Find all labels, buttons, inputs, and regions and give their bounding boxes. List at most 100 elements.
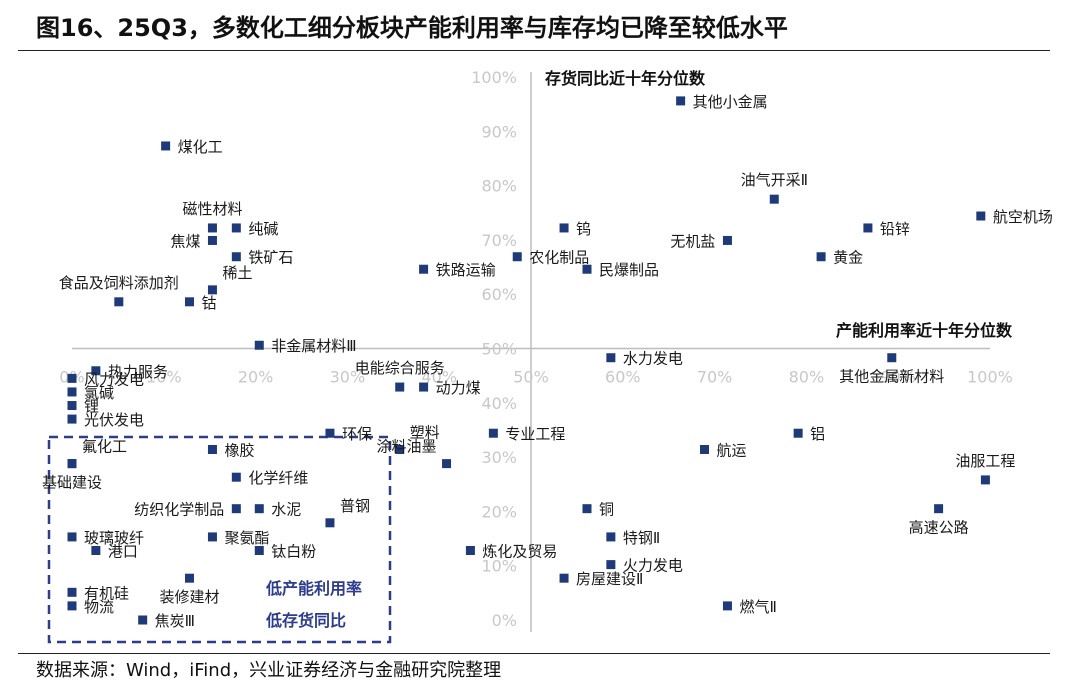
data-point bbox=[700, 444, 710, 454]
y-tick-label: 60% bbox=[481, 285, 517, 304]
data-point-label: 焦炭Ⅲ bbox=[155, 612, 195, 630]
data-point bbox=[67, 601, 77, 611]
data-point-label: 燃气Ⅱ bbox=[739, 598, 776, 616]
data-point-label: 铁矿石 bbox=[248, 249, 293, 267]
data-point-label: 普钢 bbox=[340, 497, 370, 515]
x-tick-label: 50% bbox=[513, 368, 549, 387]
y-tick-label: 90% bbox=[481, 122, 517, 141]
data-point-label: 物流 bbox=[84, 598, 114, 616]
data-point-label: 氯碱 bbox=[84, 384, 114, 402]
data-point bbox=[863, 223, 873, 233]
data-point-label: 专业工程 bbox=[505, 425, 565, 443]
data-point bbox=[325, 518, 335, 528]
data-point bbox=[185, 573, 195, 583]
data-point-label: 玻璃玻纤 bbox=[84, 529, 144, 547]
data-point-label: 焦煤 bbox=[170, 232, 200, 250]
data-point bbox=[606, 353, 616, 363]
data-point bbox=[161, 141, 171, 151]
data-point bbox=[395, 382, 405, 392]
data-point-label: 氟化工 bbox=[82, 438, 127, 456]
data-point bbox=[582, 264, 592, 274]
data-point bbox=[512, 252, 522, 262]
data-point bbox=[138, 615, 148, 625]
data-point-label: 水力发电 bbox=[623, 350, 683, 368]
data-point bbox=[231, 223, 241, 233]
data-point bbox=[325, 428, 335, 438]
data-point bbox=[67, 459, 77, 469]
data-point bbox=[207, 444, 217, 454]
data-point-label: 油服工程 bbox=[955, 452, 1015, 470]
data-point bbox=[231, 504, 241, 514]
data-point-label: 火力发电 bbox=[623, 557, 683, 575]
data-point-label: 环保 bbox=[342, 425, 372, 443]
data-point bbox=[207, 532, 217, 542]
data-point-label: 非金属材料Ⅲ bbox=[271, 337, 356, 355]
data-point bbox=[91, 366, 101, 376]
data-point-label: 港口 bbox=[108, 542, 138, 560]
data-point-label: 水泥 bbox=[271, 501, 301, 519]
data-point-label: 无机盐 bbox=[670, 232, 715, 250]
data-point bbox=[559, 573, 569, 583]
data-point-label: 纺织化学制品 bbox=[134, 501, 224, 519]
data-point-label: 农化制品 bbox=[529, 249, 589, 267]
y-tick-label: 50% bbox=[481, 340, 517, 359]
x-axis-title: 产能利用率近十年分位数 bbox=[836, 321, 1013, 340]
data-point bbox=[114, 297, 124, 307]
data-point bbox=[67, 387, 77, 397]
data-point-label: 锂 bbox=[84, 398, 99, 416]
data-point bbox=[793, 428, 803, 438]
data-point bbox=[419, 264, 429, 274]
data-point bbox=[488, 428, 498, 438]
data-point-label: 其他金属新材料 bbox=[839, 368, 944, 386]
data-point bbox=[231, 472, 241, 482]
data-point-label: 磁性材料 bbox=[182, 200, 242, 218]
data-point bbox=[91, 545, 101, 555]
y-tick-label: 10% bbox=[481, 557, 517, 576]
x-tick-label: 40% bbox=[421, 368, 457, 387]
x-tick-label: 30% bbox=[330, 368, 366, 387]
data-point-label: 电能综合服务 bbox=[355, 359, 445, 377]
x-tick-label: 80% bbox=[789, 368, 825, 387]
y-tick-label: 30% bbox=[481, 448, 517, 467]
data-point bbox=[934, 504, 944, 514]
data-point-label: 房屋建设Ⅱ bbox=[576, 570, 643, 588]
data-point bbox=[722, 601, 732, 611]
data-point bbox=[67, 401, 77, 411]
data-point-label: 油气开采Ⅱ bbox=[741, 171, 808, 189]
x-tick-label: 10% bbox=[146, 368, 182, 387]
data-point bbox=[606, 560, 616, 570]
y-tick-label: 0% bbox=[492, 611, 517, 630]
x-tick-label: 60% bbox=[605, 368, 641, 387]
data-point bbox=[980, 475, 990, 485]
data-point-label: 炼化及贸易 bbox=[482, 542, 557, 560]
data-point-label: 热力服务 bbox=[108, 363, 168, 381]
data-point bbox=[606, 532, 616, 542]
data-point-label: 其他小金属 bbox=[693, 93, 768, 111]
data-point-label: 动力煤 bbox=[436, 379, 481, 397]
data-point bbox=[395, 444, 405, 454]
data-point bbox=[207, 223, 217, 233]
data-point bbox=[559, 223, 569, 233]
data-point bbox=[231, 252, 241, 262]
data-point-label: 装修建材 bbox=[159, 588, 219, 606]
bottom-rule bbox=[18, 653, 1050, 654]
data-point-label: 民爆制品 bbox=[599, 261, 659, 279]
data-point-label: 钴 bbox=[202, 294, 217, 312]
data-point-label: 航空机场 bbox=[993, 208, 1053, 226]
y-tick-label: 20% bbox=[481, 502, 517, 521]
data-point-label: 聚氨酯 bbox=[224, 529, 269, 547]
figure-title: 图16、25Q3，多数化工细分板块产能利用率与库存均已降至较低水平 bbox=[36, 14, 788, 42]
y-tick-label: 40% bbox=[481, 394, 517, 413]
data-point-label: 铅锌 bbox=[880, 220, 910, 238]
data-point-label: 高速公路 bbox=[909, 519, 969, 537]
data-point-label: 化学纤维 bbox=[248, 469, 308, 487]
data-point-label: 黄金 bbox=[833, 249, 863, 267]
data-point bbox=[816, 252, 826, 262]
data-point bbox=[582, 504, 592, 514]
x-tick-label: 70% bbox=[697, 368, 733, 387]
data-point bbox=[887, 353, 897, 363]
data-point bbox=[465, 545, 475, 555]
data-point-label: 钨 bbox=[576, 220, 591, 238]
data-point-label: 航运 bbox=[717, 441, 747, 459]
data-point-label: 橡胶 bbox=[224, 441, 254, 459]
